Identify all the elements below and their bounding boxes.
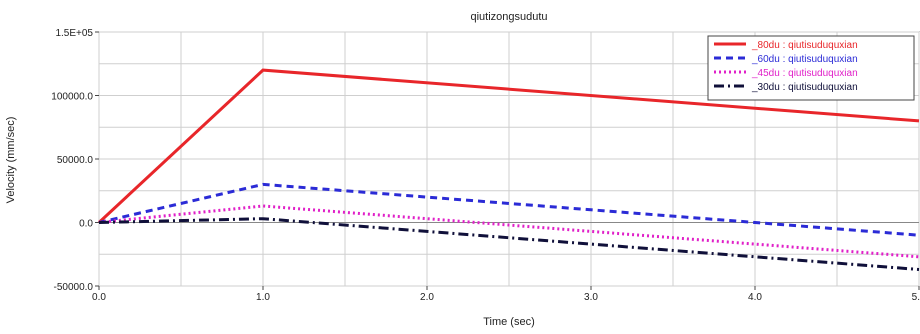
chart-title: qiutizongsudutu bbox=[470, 11, 547, 23]
y-tick-label: -50000.0 bbox=[54, 282, 94, 293]
y-tick-label: 50000.0 bbox=[57, 155, 94, 166]
legend: _80du : qiutisuduquxian _60du : qiutisudu… bbox=[707, 35, 915, 101]
legend-entry: _45du : qiutisuduquxian bbox=[751, 68, 858, 79]
legend-box bbox=[707, 35, 915, 101]
x-tick-label: 5. bbox=[912, 292, 920, 303]
x-axis-label: Time (sec) bbox=[483, 316, 535, 328]
legend-entry: _80du : qiutisuduquxian bbox=[751, 40, 858, 51]
series-lines bbox=[97, 68, 920, 271]
x-axis-ticks: 0.0 1.0 2.0 3.0 4.0 5. bbox=[92, 286, 920, 303]
legend-entry: _30du : qiutisuduquxian bbox=[751, 82, 858, 93]
x-tick-label: 2.0 bbox=[420, 292, 434, 303]
legend-entry: _60du : qiutisuduquxian bbox=[751, 54, 858, 65]
series-line-30du bbox=[98, 217, 920, 271]
y-tick-label: 0.0 bbox=[79, 219, 93, 230]
y-axis-ticks: -50000.0 0.0 50000.0 100000.0 1.5E+05 bbox=[51, 28, 99, 293]
y-tick-label: 1.5E+05 bbox=[55, 28, 93, 39]
x-tick-label: 4.0 bbox=[748, 292, 762, 303]
y-axis-label: Velocity (mm/sec) bbox=[5, 117, 17, 204]
x-tick-label: 1.0 bbox=[256, 292, 270, 303]
series-line-60du bbox=[98, 182, 920, 237]
x-tick-label: 3.0 bbox=[584, 292, 598, 303]
series-line-80du bbox=[97, 68, 920, 224]
x-tick-label: 0.0 bbox=[92, 292, 106, 303]
y-tick-label: 100000.0 bbox=[51, 92, 93, 103]
